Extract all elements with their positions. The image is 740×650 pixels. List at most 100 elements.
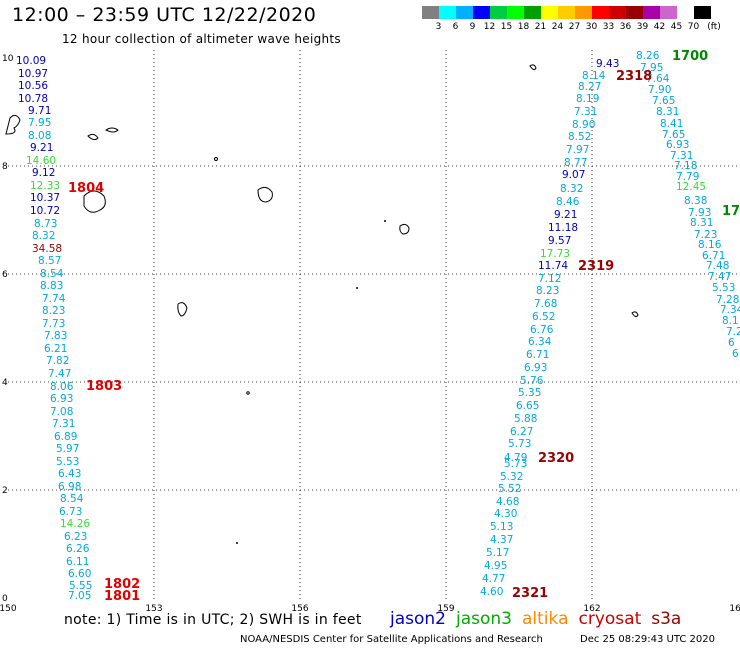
time-label: 1801 xyxy=(104,589,140,604)
track-value: 5.55 xyxy=(69,580,92,592)
track-value: 8.38 xyxy=(684,195,707,207)
legend-swatch xyxy=(439,6,456,19)
track-value: 7.08 xyxy=(50,406,73,418)
time-label: 2318 xyxy=(616,69,652,84)
track-value: 6.27 xyxy=(510,426,533,438)
track-value: 6.52 xyxy=(532,311,555,323)
track-value: 8.31 xyxy=(656,106,679,118)
track-value: 6.93 xyxy=(524,362,547,374)
island xyxy=(177,302,188,317)
track-value: 5.53 xyxy=(56,456,79,468)
track-value: 7.90 xyxy=(648,84,671,96)
island xyxy=(384,220,386,222)
legend-swatch xyxy=(456,6,473,19)
legend-swatch xyxy=(660,6,677,19)
track-value: 7.31 xyxy=(52,418,75,430)
track-value: 9.43 xyxy=(596,58,619,70)
track-value: 34.58 xyxy=(32,243,62,255)
island xyxy=(236,542,238,544)
track-value: 6.34 xyxy=(528,336,552,348)
track-value: 8.23 xyxy=(536,285,559,297)
track-value: 7.2 xyxy=(726,326,740,338)
satellite-jason2: jason2 xyxy=(390,609,446,629)
track-value: 10.78 xyxy=(18,93,48,105)
island xyxy=(87,133,99,141)
legend-label: 39 xyxy=(636,22,649,32)
satellite-legend: jason2 jason3 altika cryosat s3a xyxy=(390,609,691,629)
track-value: 5.88 xyxy=(514,413,537,425)
x-tick-label: 162 xyxy=(583,604,600,614)
track-value: 9.21 xyxy=(30,142,53,154)
track-value: 8.19 xyxy=(576,93,599,105)
track-value: 8.46 xyxy=(556,196,580,208)
track-value: 8.32 xyxy=(32,230,55,242)
track-value: 6.98 xyxy=(58,481,81,493)
track-value: 6.93 xyxy=(666,139,689,151)
axis-tick-labels: 150 153 156 159 162 165 10 8 6 4 2 0 xyxy=(0,54,740,614)
time-label: 2320 xyxy=(538,451,574,466)
track-value: 7.65 xyxy=(652,95,675,107)
track-value: 4.95 xyxy=(484,560,507,572)
track-value: 9.21 xyxy=(554,209,577,221)
track-value: 14.60 xyxy=(26,155,56,167)
track-value: 4.37 xyxy=(490,534,513,546)
legend-unit: (ft) xyxy=(707,22,721,32)
legend-label: 18 xyxy=(517,22,530,32)
track-value: 10.97 xyxy=(18,68,48,80)
track-value: 8.27 xyxy=(578,81,601,93)
track-value: 10.56 xyxy=(18,80,48,92)
track-value: 7.12 xyxy=(538,273,561,285)
island xyxy=(214,157,218,161)
track-value: 7.95 xyxy=(640,62,663,74)
track-value: 6.76 xyxy=(530,324,554,336)
legend-label: 24 xyxy=(551,22,564,32)
track-value: 8.77 xyxy=(564,157,587,169)
track-value: 7.68 xyxy=(534,298,557,310)
track-value: 9.07 xyxy=(562,169,585,181)
track-value: 8.90 xyxy=(572,119,595,131)
track-value: 5.35 xyxy=(518,387,541,399)
track-value: 7.82 xyxy=(46,355,69,367)
island xyxy=(83,190,106,213)
track-value: 8.23 xyxy=(42,305,65,317)
legend-label: 21 xyxy=(534,22,547,32)
track-value: 7.47 xyxy=(708,271,731,283)
island xyxy=(529,64,537,71)
legend-label: 6 xyxy=(452,22,459,32)
footer-credit: NOAA/NESDIS Center for Satellite Applica… xyxy=(240,634,543,645)
track-value: 7.65 xyxy=(662,129,685,141)
track-value: 7.73 xyxy=(42,318,65,330)
track-value: 5.17 xyxy=(486,547,509,559)
track-value: 8.32 xyxy=(560,183,583,195)
track-value: 8.52 xyxy=(568,131,591,143)
time-label: 1804 xyxy=(68,181,104,196)
track-value: 9.71 xyxy=(28,105,51,117)
track-value: 7.34 xyxy=(720,304,740,316)
track-value: 8.1 xyxy=(722,315,739,327)
track-value: 8.06 xyxy=(50,381,74,393)
track-value: 6.21 xyxy=(44,343,67,355)
legend-label: 45 xyxy=(670,22,683,32)
island xyxy=(631,311,639,318)
track-value: 6.73 xyxy=(59,506,82,518)
track-value: 6.65 xyxy=(516,400,539,412)
track-value: 7.18 xyxy=(674,160,697,172)
island xyxy=(5,114,21,135)
legend-swatch xyxy=(541,6,558,19)
y-tick-label: 4 xyxy=(2,378,8,388)
track-value: 8.73 xyxy=(34,218,57,230)
legend-swatch xyxy=(507,6,524,19)
legend-swatch xyxy=(592,6,609,19)
legend-swatch xyxy=(575,6,592,19)
time-label: 1700 xyxy=(672,49,708,64)
track-value: 8.31 xyxy=(690,217,713,229)
y-tick-label: 2 xyxy=(2,486,8,496)
legend-label: 15 xyxy=(500,22,513,32)
track-value: 8.54 xyxy=(60,493,84,505)
satellite-cryosat: cryosat xyxy=(578,609,642,629)
track-value: 17.73 xyxy=(540,248,570,260)
track-value: 6 xyxy=(728,337,735,349)
track-value: 6.93 xyxy=(50,393,73,405)
track-value: 10.09 xyxy=(16,55,46,67)
